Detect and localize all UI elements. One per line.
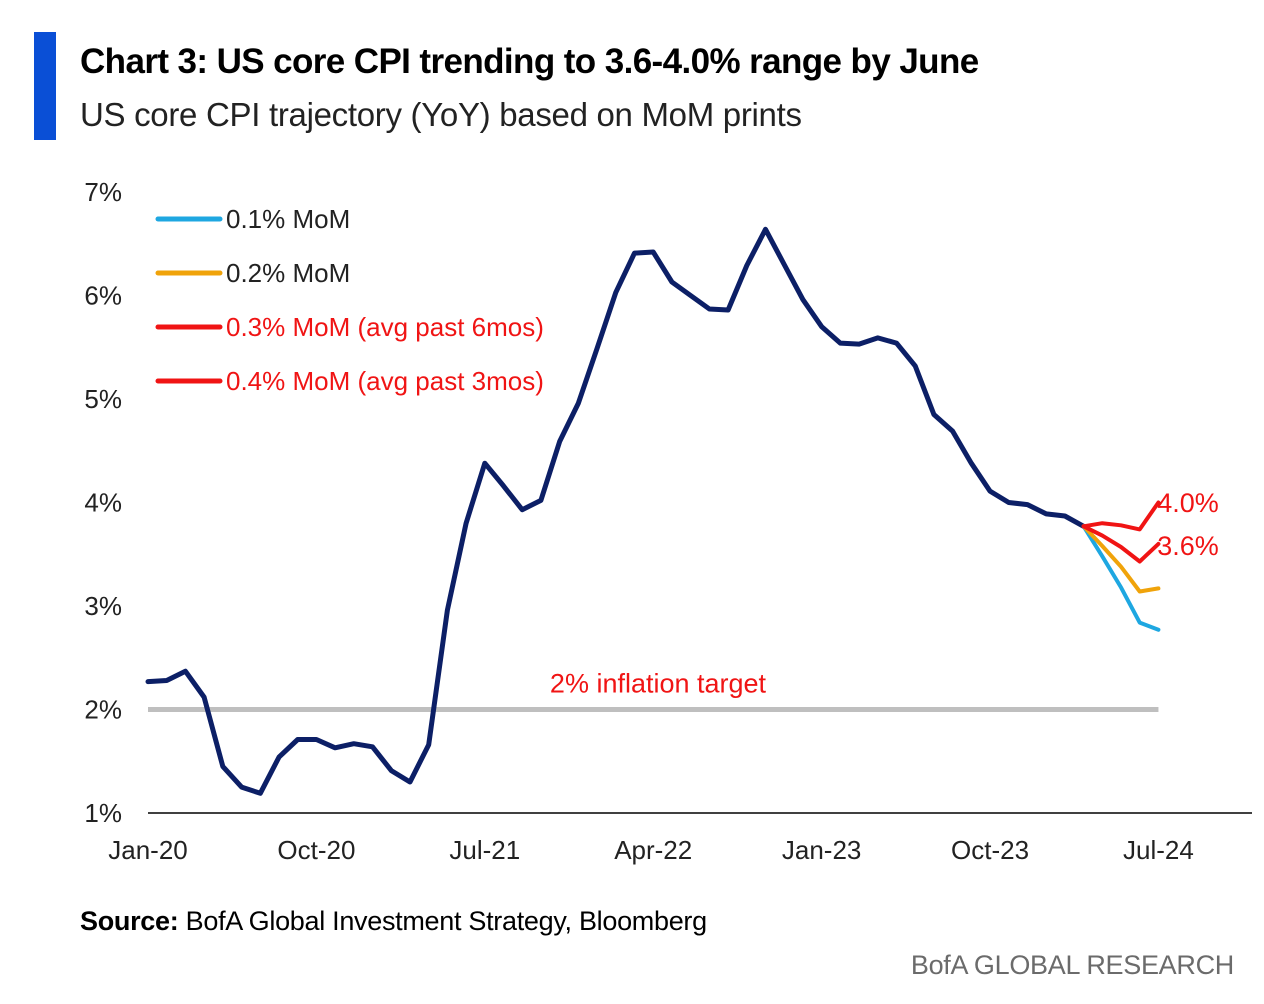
end-label: 4.0% [1157, 488, 1219, 518]
source-text: BofA Global Investment Strategy, Bloombe… [178, 906, 708, 936]
series-line-mom_high [1081, 524, 1161, 564]
series-lines [145, 226, 1161, 796]
brand-footer: BofA GLOBAL RESEARCH [910, 950, 1234, 980]
y-tick-label: 7% [84, 177, 122, 207]
x-axis-labels: Jan-20 Oct-20 Jul-21 Apr-22 Jan-23 Oct-23 Jul-… [108, 835, 1194, 865]
y-tick-label: 5% [84, 384, 122, 414]
legend-label: 0.4% MoM (avg past 3mos) [226, 366, 544, 396]
x-tick-label: Jul-24 [1123, 835, 1194, 865]
series-line-mom_01 [1081, 524, 1161, 632]
end-label: 3.6% [1157, 531, 1219, 561]
source-note: Source: BofA Global Investment Strategy,… [80, 906, 707, 937]
y-tick-label: 4% [84, 488, 122, 518]
legend-label: 0.1% MoM [226, 204, 350, 234]
x-tick-label: Jan-23 [782, 835, 862, 865]
legend: 0.1% MoM 0.2% MoM 0.3% MoM (avg past 6mos)… [155, 204, 544, 396]
accent-bar [34, 32, 56, 140]
y-tick-label: 3% [84, 591, 122, 621]
series-line-mom_02 [1081, 524, 1161, 594]
x-tick-label: Jan-20 [108, 835, 188, 865]
chart-subtitle: US core CPI trajectory (YoY) based on Mo… [80, 96, 802, 133]
x-tick-label: Oct-20 [277, 835, 355, 865]
x-tick-label: Apr-22 [614, 835, 692, 865]
source-label: Source: [80, 906, 179, 936]
series-line-history [145, 226, 1087, 796]
chart-title: Chart 3: US core CPI trending to 3.6-4.0… [80, 42, 979, 81]
y-tick-label: 1% [84, 798, 122, 828]
inflation-target: 2% inflation target [148, 669, 1159, 712]
x-tick-label: Jul-21 [449, 835, 520, 865]
target-label: 2% inflation target [550, 669, 767, 699]
legend-label: 0.2% MoM [226, 258, 350, 288]
y-tick-label: 6% [84, 281, 122, 311]
y-tick-label: 2% [84, 695, 122, 725]
series-line-mom_high [1081, 500, 1161, 532]
end-labels: 4.0% 3.6% [1157, 488, 1219, 561]
legend-label: 0.3% MoM (avg past 6mos) [226, 312, 544, 342]
cpi-line-chart: 1%2%3%4%5%6%7% Jan-20 Oct-20 Jul-21 Apr-22 J… [84, 177, 1252, 865]
x-tick-label: Oct-23 [951, 835, 1029, 865]
y-axis-labels: 1% 2% 3% 4% 5% 6% 7% [84, 177, 122, 828]
